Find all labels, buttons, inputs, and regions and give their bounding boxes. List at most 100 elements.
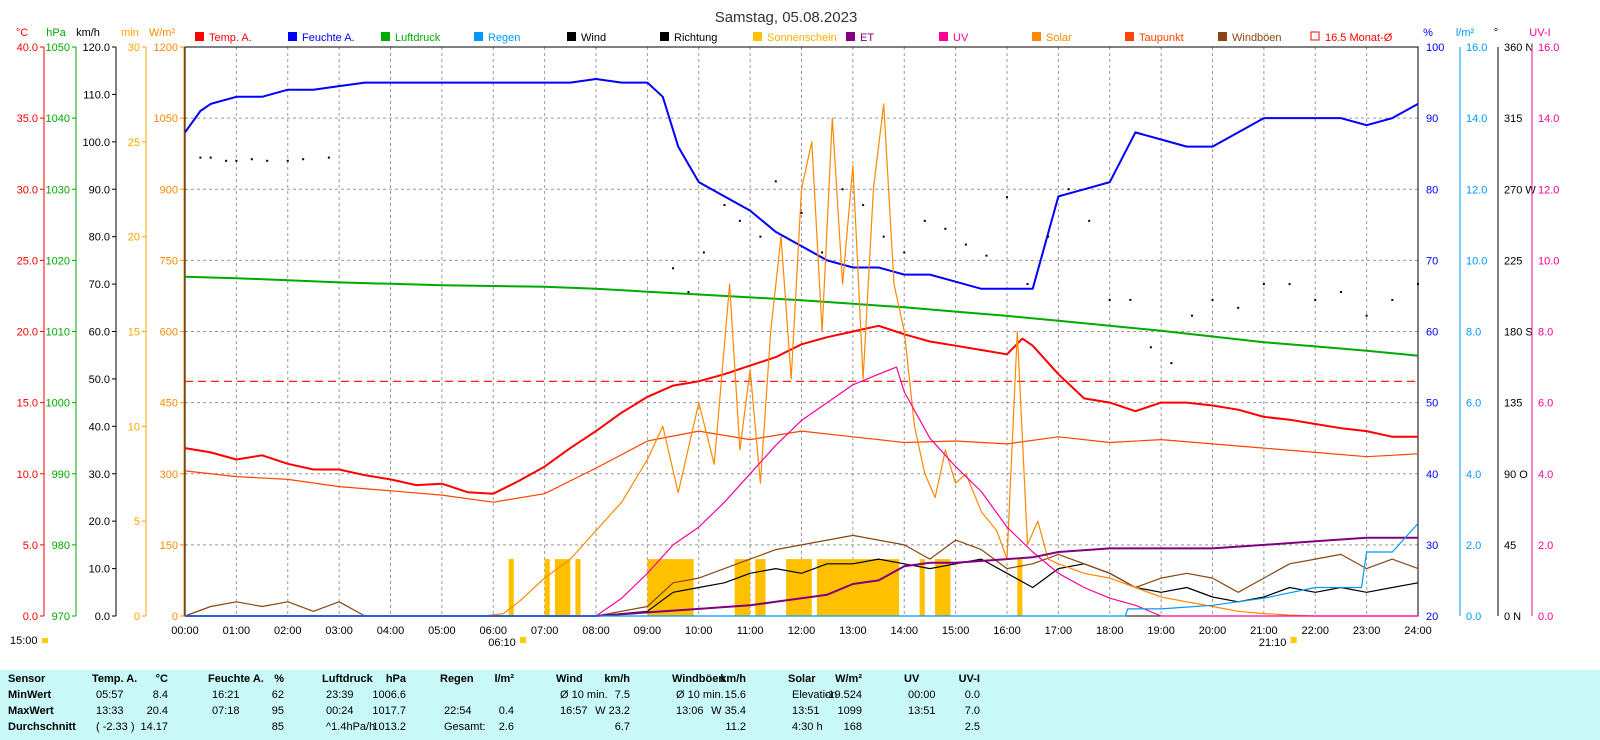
x-tick-label: 23:00 xyxy=(1353,625,1381,637)
stats-cell-value: W 23.2 xyxy=(595,705,630,717)
wind-direction-point xyxy=(944,227,947,230)
axis-unit-right: UV-I xyxy=(1529,27,1550,39)
legend-swatch xyxy=(288,32,297,41)
axis-tick-left: 60.0 xyxy=(89,327,110,339)
wind-direction-point xyxy=(702,251,705,254)
axis-tick-right: 270 W xyxy=(1504,184,1536,196)
axis-tick-left: 120.0 xyxy=(82,42,110,54)
axis-tick-left: 20 xyxy=(128,232,140,244)
axis-tick-right: 16.0 xyxy=(1538,42,1559,54)
wind-direction-point xyxy=(687,290,690,293)
stats-cell-time: 00:00 xyxy=(908,689,936,701)
stats-cell-value: 0.0 xyxy=(964,689,980,701)
sunset-label: 21:10 xyxy=(1259,637,1287,649)
legend-swatch xyxy=(381,32,390,41)
wind-direction-point xyxy=(841,188,844,191)
axis-tick-right: 225 xyxy=(1504,255,1522,267)
legend-swatch xyxy=(1218,32,1227,41)
stats-cell-time: Ø 10 min. xyxy=(560,689,608,701)
stats-header-unit: °C xyxy=(155,673,168,685)
stats-cell-value: 15.6 xyxy=(724,689,746,701)
legend-label: Feuchte A. xyxy=(302,32,355,44)
stats-cell-value: 14.17 xyxy=(140,721,168,733)
legend-swatch xyxy=(567,32,576,41)
axis-tick-right: 16.0 xyxy=(1466,42,1487,54)
wind-direction-point xyxy=(985,254,988,257)
stats-cell-time: 07:18 xyxy=(212,705,240,717)
wind-direction-point xyxy=(723,204,726,207)
prev-time-label: 15:00 xyxy=(10,635,38,647)
sunshine-bar xyxy=(575,559,581,616)
axis-tick-right: 100 xyxy=(1426,42,1444,54)
legend-label: Luftdruck xyxy=(395,32,441,44)
stats-cell-value: 6.7 xyxy=(614,721,630,733)
stats-header: Luftdruck xyxy=(322,673,373,685)
axis-tick-left: 80.0 xyxy=(89,232,110,244)
legend-label: ET xyxy=(860,32,874,44)
legend-swatch xyxy=(753,32,762,41)
legend-swatch xyxy=(1032,32,1041,41)
x-tick-label: 03:00 xyxy=(325,625,353,637)
stats-cell-value: 1006.6 xyxy=(372,689,406,701)
axis-tick-left: 1200 xyxy=(154,42,178,54)
axis-tick-right: 30 xyxy=(1426,540,1438,552)
axis-tick-left: 30 xyxy=(128,42,140,54)
wind-direction-point xyxy=(1417,283,1419,286)
axis-unit-right: ° xyxy=(1494,27,1498,39)
x-tick-label: 04:00 xyxy=(377,625,405,637)
stats-cell-time: ( -2.33 ) xyxy=(96,721,135,733)
sunset-icon xyxy=(1290,637,1297,643)
axis-tick-right: 40 xyxy=(1426,469,1438,481)
wind-direction-points xyxy=(199,156,1419,365)
axis-tick-right: 90 xyxy=(1426,113,1438,125)
stats-header: Feuchte A. xyxy=(208,673,264,685)
x-tick-label: 22:00 xyxy=(1301,625,1329,637)
stats-cell-time: 22:54 xyxy=(444,705,472,717)
stats-cell-time: 13:51 xyxy=(792,705,820,717)
wind-direction-point xyxy=(1237,306,1240,309)
stats-header: Sensor xyxy=(8,673,46,685)
stats-cell-value: 2.6 xyxy=(498,721,514,733)
axis-tick-right: 10.0 xyxy=(1466,255,1487,267)
x-tick-label: 06:00 xyxy=(479,625,507,637)
sunshine-bar xyxy=(755,559,766,616)
axis-unit-left: hPa xyxy=(46,27,66,39)
wind-direction-point xyxy=(759,235,762,238)
sun-icon xyxy=(42,638,48,643)
stats-header-unit: W/m² xyxy=(835,673,862,685)
axis-tick-left: 110.0 xyxy=(83,89,110,101)
stats-cell-time: 13:33 xyxy=(96,705,124,717)
stats-cell-time: 13:51 xyxy=(908,705,936,717)
stats-cell-value: 1099 xyxy=(837,705,862,717)
stats-cell-value: 7.0 xyxy=(964,705,980,717)
legend-label: UV xyxy=(953,32,969,44)
x-tick-label: 24:00 xyxy=(1404,625,1432,637)
stats-cell-value: W 35.4 xyxy=(711,705,746,717)
stats-cell-time: 16:21 xyxy=(212,689,240,701)
wind-direction-point xyxy=(1026,283,1029,286)
x-tick-label: 14:00 xyxy=(890,625,918,637)
axis-tick-left: 10 xyxy=(128,421,140,433)
wind-direction-point xyxy=(1149,346,1152,349)
wind-direction-point xyxy=(774,180,777,183)
axis-tick-left: 20.0 xyxy=(89,516,110,528)
stats-cell-value: -19.524 xyxy=(824,689,862,701)
stats-cell-value: 95 xyxy=(271,705,284,717)
series-line-uv xyxy=(185,366,1418,617)
axis-tick-left: 1030 xyxy=(46,184,70,196)
axis-tick-right: 14.0 xyxy=(1466,113,1487,125)
stats-cell-value: 0.4 xyxy=(498,705,514,717)
axis-tick-left: 15.0 xyxy=(17,398,38,410)
axis-tick-left: 980 xyxy=(52,540,70,552)
axis-tick-right: 60 xyxy=(1426,327,1438,339)
x-tick-label: 13:00 xyxy=(839,625,867,637)
axis-tick-left: 1050 xyxy=(46,42,70,54)
x-tick-label: 02:00 xyxy=(274,625,302,637)
legend-swatch xyxy=(1310,31,1320,41)
axis-tick-left: 40.0 xyxy=(89,421,110,433)
x-tick-label: 19:00 xyxy=(1147,625,1175,637)
axis-unit-right: % xyxy=(1423,27,1433,39)
stats-cell-time: Gesamt: xyxy=(444,721,486,733)
series-lines xyxy=(184,78,1419,617)
axis-tick-left: 1040 xyxy=(46,113,70,125)
